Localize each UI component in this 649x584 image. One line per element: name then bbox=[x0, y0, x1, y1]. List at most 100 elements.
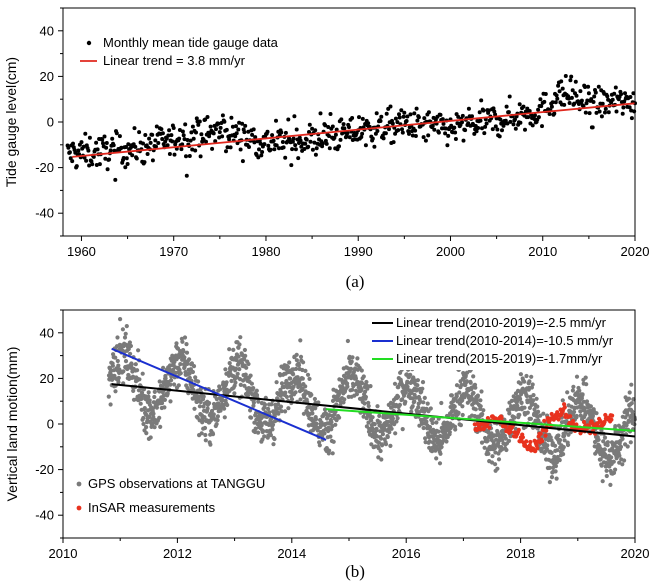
tide-gauge-point bbox=[569, 95, 574, 100]
tide-gauge-point bbox=[70, 159, 75, 164]
tide-gauge-point bbox=[456, 114, 461, 119]
tide-gauge-point bbox=[622, 99, 627, 104]
tide-gauge-point bbox=[187, 154, 192, 158]
gps-point bbox=[328, 434, 333, 439]
gps-point bbox=[305, 372, 311, 377]
tide-gauge-point bbox=[370, 136, 375, 141]
gps-point bbox=[392, 381, 398, 386]
gps-point bbox=[504, 447, 509, 453]
gps-point bbox=[200, 418, 205, 423]
gps-point bbox=[479, 389, 484, 394]
tide-gauge-point bbox=[198, 154, 203, 159]
tide-gauge-point bbox=[102, 134, 107, 139]
tide-gauge-point bbox=[482, 131, 487, 136]
gps-point bbox=[317, 443, 322, 448]
tide-gauge-point bbox=[236, 127, 241, 132]
gps-point bbox=[434, 456, 439, 461]
gps-point bbox=[123, 359, 129, 364]
gps-point bbox=[110, 363, 115, 368]
gps-point bbox=[424, 419, 429, 424]
gps-point bbox=[363, 389, 368, 394]
gps-point bbox=[538, 413, 543, 418]
gps-point bbox=[403, 399, 408, 404]
gps-point bbox=[625, 444, 630, 449]
gps-point bbox=[557, 438, 563, 443]
gps-point bbox=[565, 390, 570, 395]
tide-gauge-point bbox=[256, 155, 261, 160]
gps-point bbox=[583, 375, 588, 380]
gps-point bbox=[141, 415, 146, 421]
tide-gauge-point bbox=[443, 126, 448, 131]
gps-point bbox=[439, 400, 444, 406]
gps-point bbox=[420, 386, 425, 391]
gps-point bbox=[353, 376, 358, 381]
gps-point bbox=[359, 368, 364, 373]
tide-gauge-point bbox=[441, 121, 446, 126]
insar-point bbox=[499, 415, 504, 421]
tide-gauge-point bbox=[597, 109, 602, 114]
gps-point bbox=[452, 404, 457, 409]
x-tick-label: 2020 bbox=[621, 546, 649, 561]
tide-gauge-point bbox=[132, 126, 137, 131]
gps-point bbox=[478, 398, 483, 403]
insar-point bbox=[543, 433, 548, 438]
gps-point bbox=[118, 317, 123, 322]
gps-point bbox=[400, 427, 405, 432]
gps-point bbox=[553, 469, 558, 474]
tide-gauge-point bbox=[338, 137, 343, 142]
legend-b-points: GPS observations at TANGGU InSAR measure… bbox=[76, 476, 265, 515]
tide-gauge-point bbox=[177, 128, 182, 132]
tide-gauge-point bbox=[167, 152, 172, 156]
tide-gauge-point bbox=[560, 86, 565, 91]
gps-point bbox=[580, 392, 585, 397]
gps-point bbox=[447, 430, 452, 435]
gps-point bbox=[242, 357, 247, 362]
tide-gauge-point bbox=[480, 126, 484, 131]
gps-point bbox=[354, 388, 359, 393]
gps-point bbox=[534, 396, 539, 401]
legend-label-tide-points: Monthly mean tide gauge data bbox=[103, 35, 279, 50]
tide-gauge-point bbox=[629, 116, 634, 121]
gps-point bbox=[137, 377, 142, 382]
tide-gauge-point bbox=[452, 125, 457, 130]
tide-gauge-point bbox=[347, 125, 351, 130]
tide-gauge-point bbox=[227, 137, 232, 142]
tide-gauge-point bbox=[460, 113, 465, 118]
tide-gauge-point bbox=[605, 94, 610, 99]
tide-gauge-point bbox=[240, 159, 245, 164]
x-tick-label: 2012 bbox=[163, 546, 192, 561]
gps-point bbox=[161, 365, 166, 370]
gps-point bbox=[214, 422, 219, 427]
gps-point bbox=[126, 346, 131, 352]
y-axis-label-a: Tide gauge level(cm) bbox=[3, 57, 19, 187]
tide-gauge-point bbox=[345, 131, 350, 136]
gps-point bbox=[596, 437, 601, 442]
gps-point bbox=[296, 363, 302, 368]
tide-gauge-point bbox=[549, 104, 554, 109]
insar-point bbox=[574, 422, 579, 427]
insar-point bbox=[568, 414, 573, 419]
tide-gauge-point bbox=[141, 141, 145, 146]
tide-gauge-point bbox=[323, 123, 328, 128]
tide-gauge-point bbox=[481, 108, 486, 113]
gps-point bbox=[359, 381, 365, 386]
gps-point bbox=[152, 425, 157, 430]
gps-point bbox=[274, 380, 279, 385]
gps-point bbox=[374, 428, 379, 433]
gps-point bbox=[564, 419, 569, 424]
gps-point bbox=[598, 457, 603, 462]
tide-gauge-point bbox=[360, 116, 365, 121]
gps-point bbox=[220, 398, 225, 403]
gps-point bbox=[253, 426, 258, 431]
y-tick-label: 40 bbox=[40, 23, 54, 38]
gps-point bbox=[249, 381, 254, 386]
gps-point bbox=[168, 382, 173, 387]
tide-gauge-point bbox=[357, 115, 361, 120]
gps-point bbox=[518, 381, 523, 386]
gps-point bbox=[322, 407, 328, 412]
gps-point bbox=[181, 349, 186, 354]
tide-gauge-point bbox=[518, 120, 523, 125]
tide-gauge-point bbox=[383, 131, 388, 136]
tide-gauge-point bbox=[569, 74, 574, 79]
tide-gauge-point bbox=[170, 139, 175, 144]
